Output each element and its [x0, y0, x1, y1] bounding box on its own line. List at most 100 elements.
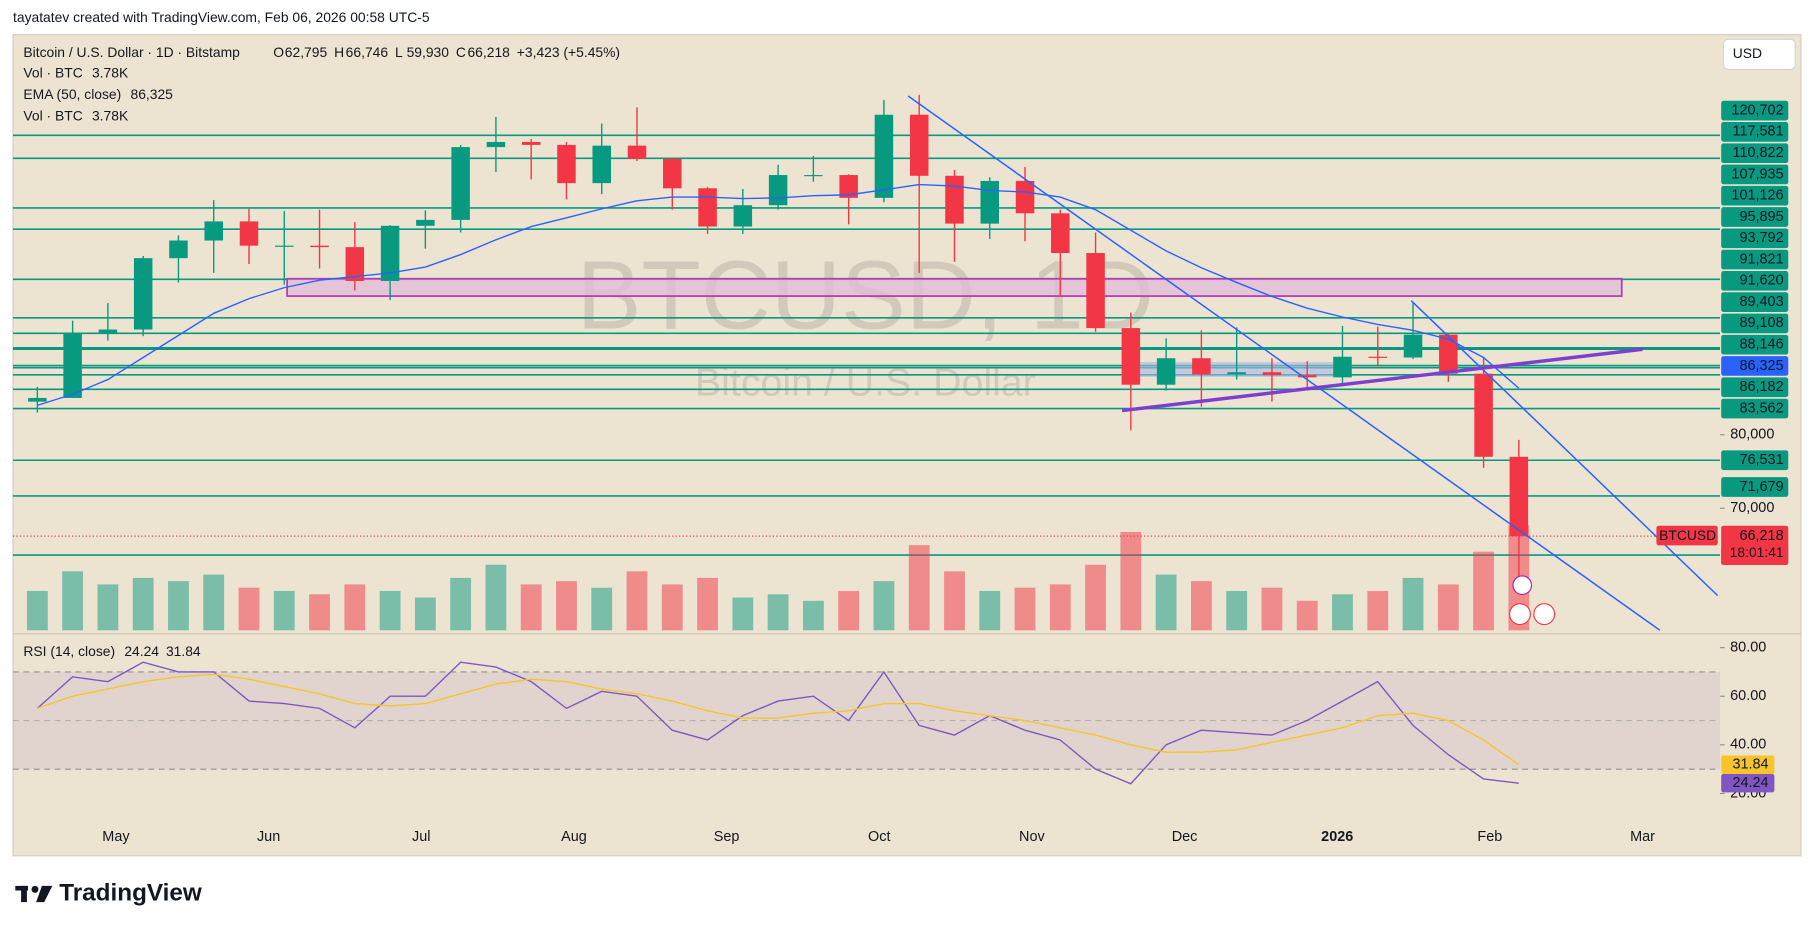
candle-body — [733, 205, 753, 227]
event-icon — [1533, 603, 1556, 626]
countdown: 18:01:41 — [1730, 544, 1784, 560]
price-tag — [1721, 334, 1789, 355]
logo-part — [36, 885, 53, 903]
logo-part — [21, 885, 27, 903]
ohlc-key: C — [456, 44, 466, 60]
price-tag — [1721, 228, 1789, 249]
price-change: +3,423 (+5.45%) — [517, 44, 620, 60]
candle-body — [557, 144, 576, 184]
x-tick-label: Jun — [257, 829, 280, 845]
symbol-tag — [1656, 525, 1718, 546]
volume-bar — [238, 587, 260, 631]
price-tag — [1721, 292, 1789, 312]
y-tick-label: 80.00 — [1730, 639, 1766, 655]
price-tag-label: 120,702 — [1731, 102, 1783, 118]
price-tag — [1721, 356, 1789, 376]
price-tag — [1721, 313, 1789, 334]
candle-body — [1403, 334, 1423, 358]
volume-bar — [168, 581, 189, 631]
indicator-value: 86,325 — [130, 86, 173, 102]
price-tag-label: 117,581 — [1733, 124, 1784, 140]
rsi-tag — [1721, 773, 1775, 793]
candle-body — [909, 114, 929, 176]
volume-bar — [1226, 590, 1248, 631]
volume-bar — [1014, 587, 1036, 631]
price-tag-label: 91,821 — [1739, 251, 1783, 267]
indicator-value: 3.78K — [92, 107, 129, 123]
volume-bar — [802, 600, 824, 631]
price-tag-label: 91,620 — [1739, 273, 1783, 289]
volume-bar — [26, 590, 48, 631]
volume-bar — [450, 577, 472, 631]
rsi-legend-value: 24.24 — [124, 643, 159, 659]
volume-bar — [626, 571, 648, 631]
rsi-tag-label: 31.84 — [1732, 757, 1768, 773]
candles — [28, 94, 1529, 583]
volume-bar — [1190, 581, 1212, 631]
currency-button[interactable]: USD — [1722, 38, 1796, 70]
x-tick-label: Feb — [1477, 829, 1502, 845]
volume-bar — [944, 571, 965, 631]
price-tag-label: 76,531 — [1739, 452, 1783, 468]
candle-body — [1297, 375, 1317, 378]
volume-bar — [1155, 574, 1177, 631]
price-tag — [1721, 477, 1789, 497]
candle-body — [839, 175, 858, 198]
price-tag — [1721, 122, 1789, 142]
x-tick-label: Dec — [1172, 829, 1198, 845]
volume-bar — [273, 590, 295, 631]
y-tick-label: 40.00 — [1730, 737, 1766, 753]
candle-body — [1227, 372, 1246, 375]
candle-body — [768, 175, 788, 206]
volume-bar — [732, 597, 754, 631]
rsi-legend-value: 31.84 — [166, 643, 201, 659]
rsi-tag — [1721, 755, 1775, 774]
price-tag — [1721, 143, 1789, 163]
volume-bar — [767, 594, 789, 631]
candle-body — [169, 240, 188, 259]
currency-button-label[interactable]: USD — [1733, 45, 1762, 61]
ohlc-value: 66,218 — [467, 44, 510, 60]
indicator-name: Vol · BTC — [23, 65, 82, 81]
candle-body — [980, 180, 1000, 224]
volume-bar — [414, 597, 436, 631]
candle-body — [486, 141, 506, 148]
trend-line — [1410, 300, 1719, 597]
x-tick-label: Oct — [868, 829, 890, 845]
volume-bar — [1085, 564, 1106, 631]
candle-body — [1156, 358, 1176, 385]
attribution: tayatatev created with TradingView.com, … — [13, 9, 430, 25]
candle-body — [451, 147, 470, 220]
candle-body — [1086, 253, 1105, 329]
candle-body — [1474, 373, 1493, 457]
price-tag — [1721, 100, 1789, 121]
price-tag — [1721, 207, 1789, 227]
x-tick-label: Mar — [1630, 829, 1655, 845]
price-tag — [1721, 271, 1789, 291]
indicator-value: 3.78K — [92, 65, 129, 81]
ohlc-value: 62,795 — [285, 44, 328, 60]
candle-body — [1192, 358, 1211, 375]
price-tag-label: 88,146 — [1739, 337, 1783, 353]
ohlc-key: O — [273, 44, 284, 60]
indicator-name: EMA (50, close) — [23, 86, 121, 102]
price-tag-label: 110,822 — [1733, 145, 1784, 161]
event-icon — [1512, 575, 1533, 596]
rsi-legend-name: RSI (14, close) — [23, 643, 115, 659]
x-tick-label: May — [102, 829, 130, 845]
volume-bar — [1437, 584, 1459, 631]
currency-button-box[interactable] — [1722, 38, 1796, 70]
levels — [13, 134, 1721, 556]
rsi-line — [36, 661, 1519, 785]
ohlc-value: 66,746 — [346, 44, 389, 60]
x-tick-label: 2026 — [1321, 829, 1353, 845]
candle-body — [1262, 372, 1282, 376]
candle-body — [592, 145, 611, 184]
y-tick-label: 70,000 — [1730, 500, 1774, 516]
ohlc-key: L — [395, 44, 403, 60]
volume-bar — [309, 594, 330, 631]
price-axis: 120,702 117,581 110,822 107,935 101,126 95,89… — [102, 100, 1789, 845]
range-zone — [1139, 361, 1348, 378]
candle-body — [416, 219, 435, 226]
